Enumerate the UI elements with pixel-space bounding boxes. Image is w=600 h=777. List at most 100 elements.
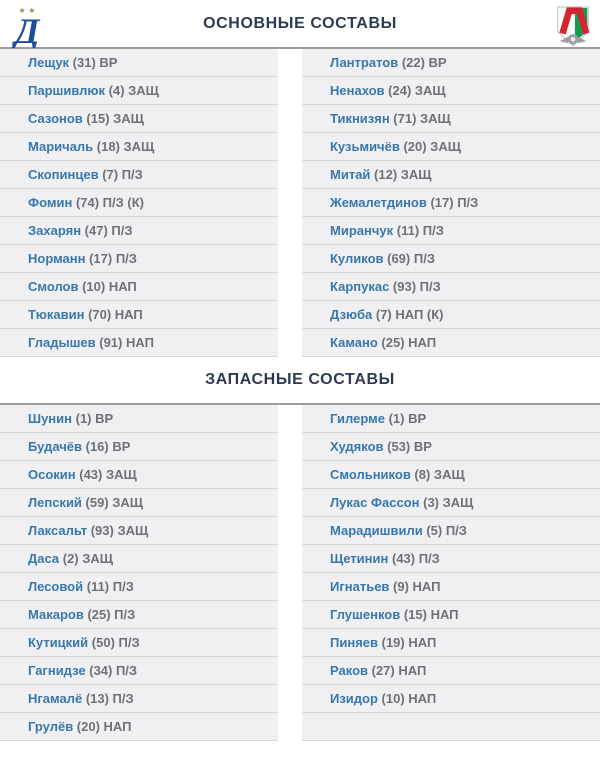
player-name-link[interactable]: Макаров <box>28 607 84 622</box>
player-name-link[interactable]: Гагнидзе <box>28 663 86 678</box>
player-row: Лукас Фассон (3) ЗАЩ <box>302 489 600 517</box>
player-name-link[interactable]: Глушенков <box>330 607 401 622</box>
starting-lineups-columns: Лещук (31) ВР Паршивлюк (4) ЗАЩ Сазонов (1… <box>0 49 600 357</box>
player-name-link[interactable]: Кузьмичёв <box>330 139 400 154</box>
player-number-position: (20) НАП <box>73 719 132 734</box>
substitutes-header: ЗАПАСНЫЕ СОСТАВЫ <box>0 357 600 405</box>
player-row: Щетинин (43) П/З <box>302 545 600 573</box>
player-number-position: (43) ЗАЩ <box>75 467 137 482</box>
player-name-link[interactable]: Лаксальт <box>28 523 88 538</box>
player-name-link[interactable]: Миранчук <box>330 223 394 238</box>
player-row: Лещук (31) ВР <box>0 49 278 77</box>
player-row: Скопинцев (7) П/З <box>0 161 278 189</box>
player-name-link[interactable]: Грулёв <box>28 719 74 734</box>
player-name-link[interactable]: Изидор <box>330 691 378 706</box>
player-number-position: (93) П/З <box>389 279 441 294</box>
svg-text:Д: Д <box>12 11 41 48</box>
home-substitutes-column: Шунин (1) ВР Будачёв (16) ВР Осокин (43) З… <box>0 405 278 741</box>
player-name-link[interactable]: Куликов <box>330 251 384 266</box>
player-row: Гилерме (1) ВР <box>302 405 600 433</box>
player-name-link[interactable]: Паршивлюк <box>28 83 106 98</box>
player-name-link[interactable]: Лукас Фассон <box>330 495 420 510</box>
player-name-link[interactable]: Маричаль <box>28 139 94 154</box>
player-row: Митай (12) ЗАЩ <box>302 161 600 189</box>
player-name-link[interactable]: Пиняев <box>330 635 378 650</box>
player-row: Жемалетдинов (17) П/З <box>302 189 600 217</box>
player-row: Смольников (8) ЗАЩ <box>302 461 600 489</box>
player-name-link[interactable]: Карпукас <box>330 279 390 294</box>
player-name-link[interactable]: Осокин <box>28 467 76 482</box>
player-number-position: (10) НАП <box>377 691 437 706</box>
player-name-link[interactable]: Норманн <box>28 251 86 266</box>
player-name-link[interactable]: Тикнизян <box>330 111 390 126</box>
player-row: Сазонов (15) ЗАЩ <box>0 105 278 133</box>
player-name-link[interactable]: Тюкавин <box>28 307 85 322</box>
player-row: Маричаль (18) ЗАЩ <box>0 133 278 161</box>
player-name-link[interactable]: Кутицкий <box>28 635 89 650</box>
player-number-position: (18) ЗАЩ <box>93 139 155 154</box>
player-name-link[interactable]: Гладышев <box>28 335 96 350</box>
player-name-link[interactable]: Марадишвили <box>330 523 423 538</box>
player-number-position: (91) НАП <box>95 335 154 350</box>
player-name-link[interactable]: Даса <box>28 551 60 566</box>
player-row: Даса (2) ЗАЩ <box>0 545 278 573</box>
player-name-link[interactable]: Гилерме <box>330 411 385 426</box>
player-name-link[interactable]: Щетинин <box>330 551 389 566</box>
player-name-link[interactable]: Лесовой <box>28 579 84 594</box>
player-row: Гладышев (91) НАП <box>0 329 278 357</box>
player-number-position: (11) П/З <box>393 223 444 238</box>
player-name-link[interactable]: Шунин <box>28 411 72 426</box>
player-row: Грулёв (20) НАП <box>0 713 278 741</box>
player-number-position: (53) ВР <box>383 439 432 454</box>
player-number-position: (22) ВР <box>398 55 447 70</box>
player-number-position: (69) П/З <box>383 251 435 266</box>
player-row: Тюкавин (70) НАП <box>0 301 278 329</box>
player-number-position: (25) НАП <box>377 335 437 350</box>
player-row: Карпукас (93) П/З <box>302 273 600 301</box>
player-name-link[interactable]: Худяков <box>330 439 384 454</box>
player-name-link[interactable]: Лепский <box>28 495 82 510</box>
player-name-link[interactable]: Лещук <box>28 55 70 70</box>
player-name-link[interactable]: Смолов <box>28 279 79 294</box>
starting-lineups-header: ★ ★ Д ОСНОВНЫЕ СОСТАВЫ <box>0 0 600 51</box>
player-name-link[interactable]: Лантратов <box>330 55 399 70</box>
player-name-link[interactable]: Захарян <box>28 223 82 238</box>
section-title: ОСНОВНЫЕ СОСТАВЫ <box>203 14 397 32</box>
section-title: ЗАПАСНЫЕ СОСТАВЫ <box>205 371 395 388</box>
player-row: Захарян (47) П/З <box>0 217 278 245</box>
player-number-position: (2) ЗАЩ <box>59 551 114 566</box>
player-name-link[interactable]: Будачёв <box>28 439 83 454</box>
player-number-position: (70) НАП <box>84 307 143 322</box>
player-name-link[interactable]: Ненахов <box>330 83 385 98</box>
player-row: Лантратов (22) ВР <box>302 49 600 77</box>
player-row: Норманн (17) П/З <box>0 245 278 273</box>
player-number-position: (71) ЗАЩ <box>389 111 451 126</box>
player-name-link[interactable]: Дзюба <box>330 307 373 322</box>
player-number-position: (1) ВР <box>384 411 427 426</box>
player-name-link[interactable]: Нгамалё <box>28 691 83 706</box>
player-row: Раков (27) НАП <box>302 657 600 685</box>
player-name-link[interactable]: Митай <box>330 167 371 182</box>
player-name-link[interactable]: Скопинцев <box>28 167 99 182</box>
player-name-link[interactable]: Игнатьев <box>330 579 390 594</box>
player-row: Лесовой (11) П/З <box>0 573 278 601</box>
player-name-link[interactable]: Сазонов <box>28 111 83 126</box>
player-number-position: (9) НАП <box>389 579 441 594</box>
player-number-position: (47) П/З <box>81 223 133 238</box>
player-number-position: (31) ВР <box>69 55 118 70</box>
player-name-link[interactable]: Смольников <box>330 467 411 482</box>
bottom-spacer <box>0 741 600 750</box>
player-row: Лаксальт (93) ЗАЩ <box>0 517 278 545</box>
away-substitutes-column: Гилерме (1) ВР Худяков (53) ВР Смольников … <box>302 405 600 741</box>
player-row: Пиняев (19) НАП <box>302 629 600 657</box>
player-name-link[interactable]: Фомин <box>28 195 73 210</box>
player-row: Дзюба (7) НАП (К) <box>302 301 600 329</box>
lineups-widget: ★ ★ Д ОСНОВНЫЕ СОСТАВЫ Лещук (31) ВР Парш… <box>0 0 600 750</box>
player-name-link[interactable]: Жемалетдинов <box>330 195 427 210</box>
player-row: Нгамалё (13) П/З <box>0 685 278 713</box>
player-name-link[interactable]: Раков <box>330 663 368 678</box>
player-number-position: (16) ВР <box>82 439 131 454</box>
player-row: Смолов (10) НАП <box>0 273 278 301</box>
player-name-link[interactable]: Камано <box>330 335 378 350</box>
empty-row <box>302 713 600 741</box>
